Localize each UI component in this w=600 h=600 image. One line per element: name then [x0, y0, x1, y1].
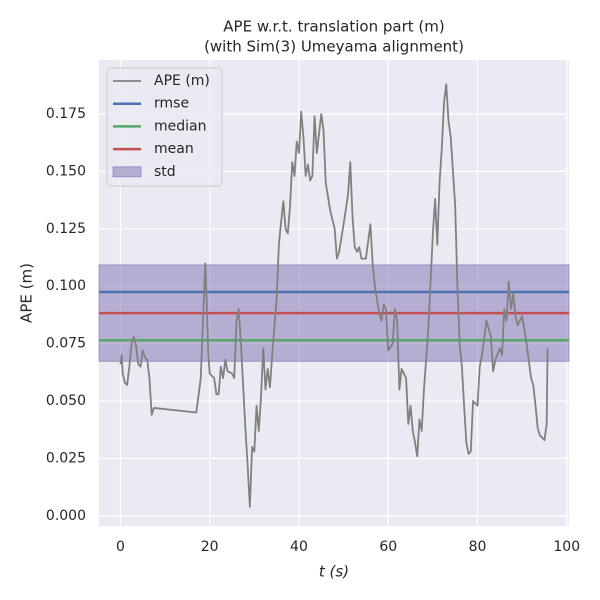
x-tick-label: 40: [290, 539, 308, 555]
x-tick-label: 60: [379, 539, 397, 555]
y-tick-label: 0.125: [46, 221, 86, 237]
legend-label: std: [154, 164, 176, 180]
x-tick-label: 80: [469, 539, 487, 555]
y-tick-label: 0.075: [46, 336, 86, 352]
x-tick-label: 0: [116, 539, 125, 555]
legend-label: APE (m): [154, 73, 210, 89]
chart-title: APE w.r.t. translation part (m): [223, 18, 444, 36]
y-axis-label: APE (m): [18, 263, 36, 323]
x-tick-label: 100: [553, 539, 580, 555]
y-tick-label: 0.050: [46, 393, 86, 409]
y-tick-label: 0.000: [46, 508, 86, 524]
marks: [98, 83, 570, 508]
y-tick-label: 0.100: [46, 278, 86, 294]
y-tick-label: 0.150: [46, 163, 86, 179]
legend-label: mean: [154, 141, 194, 157]
legend: APE (m) rmse median mean std: [106, 67, 223, 187]
x-tick-label: 20: [201, 539, 219, 555]
legend-label: median: [154, 118, 206, 134]
x-axis-label: t (s): [319, 563, 349, 581]
legend-box: [106, 67, 223, 187]
legend-label: rmse: [154, 96, 189, 112]
legend-swatch: [112, 166, 142, 178]
chart-subtitle: (with Sim(3) Umeyama alignment): [204, 38, 464, 56]
ape-line: [119, 83, 549, 508]
y-tick-label: 0.025: [46, 450, 86, 466]
y-tick-label: 0.175: [46, 106, 86, 122]
